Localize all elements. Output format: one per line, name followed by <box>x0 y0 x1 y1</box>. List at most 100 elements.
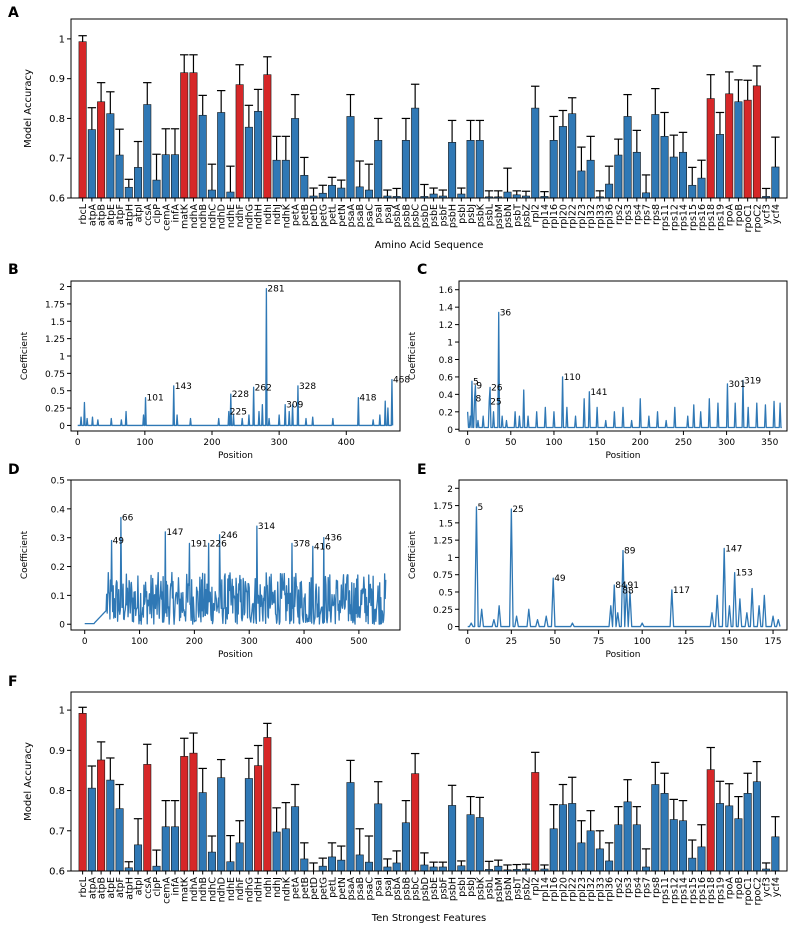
x-tick-label-psbt: psbT <box>512 877 523 900</box>
y-tick-label-E: 0.75 <box>433 571 453 581</box>
x-tick-label-atpf: atpF <box>115 204 126 225</box>
x-tick-label-rpl23: rpl23 <box>577 204 588 229</box>
x-tick-label-atpb: atpB <box>97 204 108 226</box>
y-tick-label-D: 0.4 <box>51 505 66 515</box>
y-axis-label-A: Model Accuracy <box>23 69 34 148</box>
bar-ndhg <box>244 778 253 872</box>
bar-petl <box>328 184 337 199</box>
x-tick-label-psaa: psaA <box>346 877 357 901</box>
peak-label-B-418: 418 <box>359 394 376 404</box>
x-tick-label-psba: psbA <box>392 877 403 901</box>
x-tick-label-rps3: rps3 <box>623 204 634 225</box>
panel-label-b: B <box>8 262 19 278</box>
peak-label-D-314: 314 <box>258 522 275 532</box>
x-tick-label-matk: matK <box>180 203 191 229</box>
x-tick-label-E: 75 <box>593 637 604 647</box>
x-tick-label-rpoc1: rpoC1 <box>743 877 754 905</box>
y-axis-label-C: Coefficient <box>408 331 418 380</box>
bar-rps2 <box>614 154 623 199</box>
bar-psbi <box>457 865 466 872</box>
peak-label-C-8: 8 <box>476 395 482 405</box>
x-tick-label-psbn: psbN <box>503 204 514 228</box>
x-tick-label-B: 0 <box>75 438 81 448</box>
peak-label-E-25: 25 <box>512 505 523 515</box>
x-tick-label-psbc: psbC <box>411 877 422 901</box>
x-tick-label-psai: psaI <box>374 877 385 897</box>
x-axis-label-A: Amino Acid Sequence <box>375 240 484 251</box>
y-tick-label-D: 0.1 <box>51 592 65 602</box>
y-tick-label-C: 0.6 <box>439 373 454 383</box>
x-tick-label-rpl33: rpl33 <box>595 877 606 902</box>
x-tick-label-rpl2: rpl2 <box>531 877 542 896</box>
bar-infa <box>170 826 179 872</box>
x-tick-label-psab: psaB <box>355 877 366 900</box>
bar-psai <box>374 140 383 199</box>
x-tick-label-clpp: clpP <box>152 877 163 897</box>
peak-label-C-5: 5 <box>473 377 479 387</box>
bar-petn <box>337 859 346 872</box>
plot-frame-F <box>70 691 788 872</box>
y-tick-label-D: 0.2 <box>51 563 65 573</box>
x-tick-label-rpob: rpoB <box>734 204 745 226</box>
x-tick-label-psbi: psbI <box>457 204 468 224</box>
x-tick-label-rps15: rps15 <box>688 204 699 231</box>
x-tick-label-psbz: psbZ <box>521 204 532 228</box>
x-tick-label-D: 200 <box>186 637 203 647</box>
bar-cema <box>161 154 170 199</box>
x-tick-label-psbb: psbB <box>401 877 412 901</box>
x-tick-label-rps2: rps2 <box>614 877 625 898</box>
peak-label-B-225: 225 <box>230 408 247 418</box>
bar-rps12 <box>669 819 678 872</box>
peak-label-B-328: 328 <box>299 382 316 392</box>
peak-label-D-246: 246 <box>221 531 238 541</box>
x-tick-label-infa: infA <box>170 204 181 223</box>
panel-label-d: D <box>8 462 20 478</box>
x-tick-label-rpl22: rpl22 <box>568 877 579 902</box>
x-tick-label-C: 0 <box>465 438 471 448</box>
x-tick-label-rpl36: rpl36 <box>605 877 616 902</box>
x-tick-label-petl: petL <box>328 203 339 225</box>
x-tick-label-ndhf: ndhF <box>235 877 246 901</box>
y-axis-label-F: Model Accuracy <box>23 742 34 821</box>
x-tick-label-ycf3: ycf3 <box>762 877 773 897</box>
y-tick-label-F: 1 <box>59 706 65 717</box>
bar-psbf <box>438 866 447 872</box>
bar-psbd <box>420 864 429 872</box>
bar-rps4 <box>632 151 641 199</box>
x-tick-label-rpl32: rpl32 <box>586 877 597 902</box>
peak-label-E-91: 91 <box>627 581 638 591</box>
x-tick-label-ndhb: ndhB <box>198 204 209 229</box>
x-tick-label-rpob: rpoB <box>734 877 745 899</box>
bar-psbh <box>448 142 457 199</box>
peak-label-B-281: 281 <box>267 285 284 295</box>
x-tick-label-rpl20: rpl20 <box>558 877 569 902</box>
coefficient-line-C <box>466 311 782 429</box>
x-axis-label-F: Ten Strongest Features <box>371 913 487 924</box>
x-tick-label-cema: cemA <box>161 877 172 904</box>
bar-psbc <box>411 107 420 199</box>
x-tick-label-rpl32: rpl32 <box>586 204 597 229</box>
bar-rpl32 <box>586 159 595 199</box>
peak-label-E-117: 117 <box>673 586 690 596</box>
x-tick-label-psbk: psbK <box>475 876 486 900</box>
y-tick-label-D: 0 <box>59 621 65 631</box>
x-tick-label-psaj: psaJ <box>383 877 394 897</box>
bar-clpp <box>152 865 161 872</box>
x-tick-label-D: 400 <box>295 637 312 647</box>
x-tick-label-E: 0 <box>465 637 471 647</box>
x-tick-label-ycf4: ycf4 <box>771 877 782 897</box>
y-tick-label-B: 0.75 <box>45 370 65 380</box>
peak-label-D-66: 66 <box>122 514 134 524</box>
x-tick-label-ndhd: ndhD <box>217 877 228 902</box>
x-tick-label-rpl36: rpl36 <box>605 204 616 229</box>
bar-clpp <box>152 179 161 199</box>
x-tick-label-rpoa: rpoA <box>725 877 736 900</box>
bar-psbb <box>401 822 410 872</box>
x-tick-label-rpoa: rpoA <box>725 204 736 227</box>
bar-petb <box>300 175 309 199</box>
x-tick-label-rps19: rps19 <box>715 204 726 231</box>
bar-atpb <box>97 101 106 199</box>
bar-psbm <box>494 865 503 872</box>
bar-ndhc <box>207 851 216 872</box>
y-tick-label-C: 0.4 <box>439 391 454 401</box>
